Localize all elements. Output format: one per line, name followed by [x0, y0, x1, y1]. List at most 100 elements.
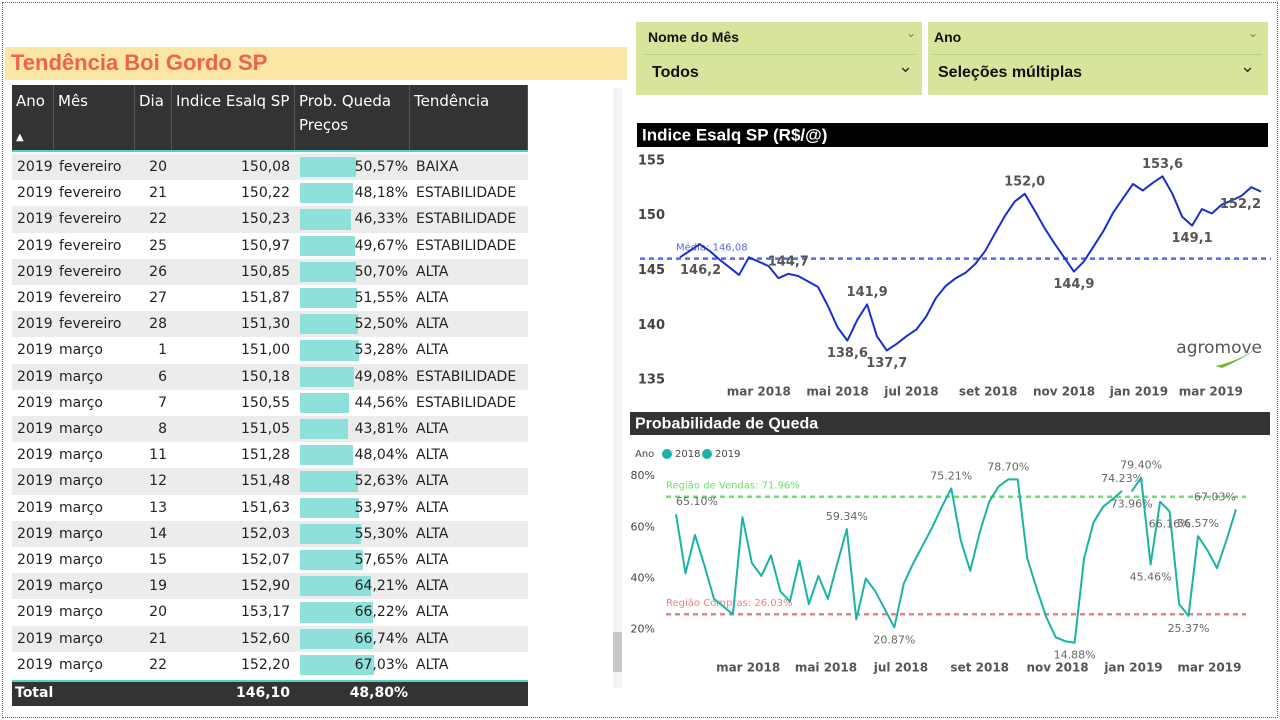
prob-bar — [300, 288, 357, 309]
prob-bar — [300, 183, 353, 204]
y-tick-label: 150 — [638, 208, 665, 223]
cell-tendencia: ALTA — [416, 630, 449, 647]
legend-label: 2018 — [675, 449, 700, 460]
cell-mes: março — [59, 656, 103, 673]
cell-indice: 152,07 — [241, 552, 290, 568]
cell-ano: 2019 — [17, 525, 53, 542]
cell-indice: 152,03 — [241, 525, 290, 542]
data-label: 144,7 — [768, 254, 809, 269]
cell-tendencia: ALTA — [416, 604, 449, 621]
y-tick-label: 20% — [631, 623, 655, 636]
slicer-value: Todos — [652, 64, 699, 81]
cell-tendencia: ALTA — [416, 421, 449, 437]
data-label: 59.34% — [826, 510, 868, 523]
cell-mes: fevereiro — [59, 185, 122, 202]
scroll-thumb[interactable] — [613, 632, 622, 672]
table-row — [12, 651, 528, 678]
cell-prob: 46,33% — [354, 211, 408, 228]
cell-mes: março — [59, 552, 103, 568]
cell-indice: 151,63 — [241, 499, 290, 516]
cell-ano: 2019 — [17, 604, 53, 621]
cell-prob: 49,67% — [354, 237, 408, 254]
cell-tendencia: ALTA — [416, 447, 449, 464]
data-label: 25.37% — [1168, 622, 1210, 635]
prob-bar — [300, 392, 350, 413]
line-series — [679, 175, 1262, 352]
cell-mes: março — [59, 421, 103, 437]
data-label: 146,2 — [680, 263, 721, 278]
scrollbar[interactable] — [613, 88, 622, 688]
cell-ano: 2019 — [17, 211, 53, 228]
divider — [932, 54, 1262, 55]
x-tick-label: set 2018 — [959, 385, 1018, 399]
data-label: 45.46% — [1130, 570, 1172, 583]
cell-indice: 150,08 — [241, 159, 290, 175]
column-header: Ano — [12, 85, 54, 150]
slicer[interactable]: Ano ⌄ Seleções múltiplas ⌄ — [928, 22, 1268, 95]
cell-indice: 151,05 — [241, 421, 290, 437]
cell-prob: 48,04% — [354, 447, 408, 464]
sort-arrow: ▲ — [16, 132, 24, 143]
x-tick-label: jan 2019 — [1103, 661, 1162, 675]
cell-mes: março — [59, 578, 103, 595]
cell-ano: 2019 — [17, 630, 53, 647]
legend-swatch — [702, 449, 712, 459]
table-row — [12, 442, 528, 469]
cell-dia: 13 — [149, 499, 167, 516]
cell-ano: 2019 — [17, 237, 53, 254]
x-tick-label: mar 2018 — [716, 661, 780, 675]
cell-mes: fevereiro — [59, 290, 122, 306]
report-title: Tendência Boi Gordo SP — [5, 47, 627, 80]
table-row — [12, 258, 528, 285]
line-series — [1130, 476, 1237, 617]
table-row — [12, 520, 528, 547]
cell-ano: 2019 — [17, 159, 53, 175]
cell-tendencia: ESTABILIDADE — [416, 368, 517, 385]
cell-prob: 66,22% — [354, 604, 408, 621]
cell-ano: 2019 — [17, 185, 53, 202]
cell-dia: 11 — [149, 447, 167, 464]
reference-label: Região Compras: 26.03% — [666, 598, 793, 609]
data-label: 73.96% — [1111, 498, 1153, 511]
reference-label: Média: 146,08 — [676, 242, 748, 254]
x-tick-label: mai 2018 — [806, 385, 868, 399]
cell-dia: 20 — [149, 604, 167, 621]
cell-dia: 7 — [158, 394, 167, 411]
table-row — [12, 232, 528, 259]
x-tick-label: nov 2018 — [1033, 385, 1095, 399]
cell-mes: março — [59, 394, 103, 411]
table-row — [12, 547, 528, 574]
table-row — [12, 180, 528, 207]
cell-dia: 19 — [149, 578, 167, 595]
cell-ano: 2019 — [17, 473, 53, 490]
legend-label: 2019 — [715, 449, 740, 460]
slicer[interactable]: Nome do Mês ⌄ Todos ⌄ — [636, 22, 922, 95]
prob-bar — [300, 523, 361, 544]
cell-tendencia: ESTABILIDADE — [416, 394, 517, 411]
cell-ano: 2019 — [17, 578, 53, 595]
cell-dia: 20 — [149, 159, 167, 175]
cell-mes: fevereiro — [59, 237, 122, 254]
chevron: ⌄ — [1248, 26, 1259, 40]
total-label: Total — [15, 685, 54, 701]
cell-dia: 15 — [149, 552, 167, 568]
cell-prob: 55,30% — [354, 525, 408, 542]
prob-bar — [300, 602, 373, 623]
cell-ano: 2019 — [17, 421, 53, 437]
cell-indice: 151,48 — [241, 473, 290, 490]
data-label: 141,9 — [847, 285, 888, 300]
data-label: 78.70% — [987, 460, 1029, 473]
cell-indice: 151,30 — [241, 316, 290, 333]
cell-dia: 21 — [149, 630, 167, 647]
line-series — [675, 478, 1123, 644]
cell-dia: 6 — [158, 368, 167, 385]
cell-tendencia: ESTABILIDADE — [416, 211, 517, 228]
prob-bar — [300, 366, 354, 387]
table-row — [12, 599, 528, 626]
cell-dia: 28 — [149, 316, 167, 333]
cell-tendencia: ESTABILIDADE — [416, 237, 517, 254]
cell-prob: 66,74% — [354, 630, 408, 647]
data-label: 137,7 — [866, 356, 907, 371]
